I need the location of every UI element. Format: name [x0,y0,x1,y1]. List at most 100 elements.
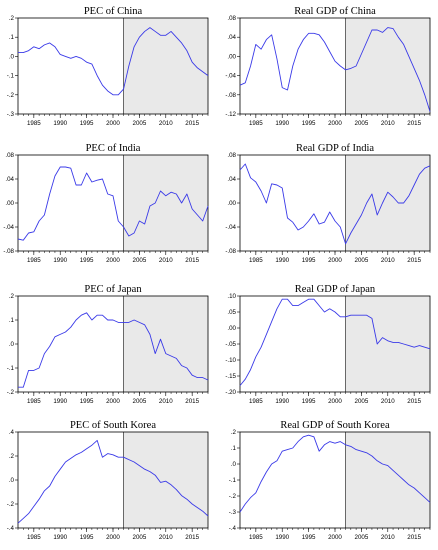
x-tick-label: 1995 [302,120,316,127]
y-tick-label: .08 [227,152,236,159]
x-tick-label: 1990 [53,398,67,405]
y-tick-label: .2 [9,453,15,460]
x-tick-label: 2015 [185,120,199,127]
x-tick-label: 1995 [80,398,94,405]
x-tick-label: 1985 [249,534,263,541]
y-tick-label: .0 [231,461,237,468]
y-tick-label: -.2 [7,501,15,508]
series-line [18,312,209,388]
y-tick-label: -.3 [7,111,15,118]
x-tick-label: 2010 [159,534,173,541]
x-tick-label: 1995 [80,257,94,264]
y-tick-label: .00 [227,325,236,332]
y-tick-label: .00 [227,200,236,207]
y-tick-label: .08 [5,152,14,159]
y-tick-label: .4 [9,429,15,436]
chart-title: Real GDP of China [294,6,376,17]
shaded-region [345,296,430,392]
x-tick-label: 1990 [53,257,67,264]
y-tick-label: .04 [227,176,236,183]
y-tick-label: .0 [9,477,15,484]
x-tick-label: 2010 [159,257,173,264]
x-tick-label: 2005 [133,120,147,127]
chart-title: PEC of South Korea [70,420,156,431]
x-tick-label: 2015 [407,120,421,127]
chart-panel-5: PEC of Japan .2 .1 .0 -.1 -.2 1985 1990 1995 2000… [7,284,209,405]
x-tick-label: 1985 [27,398,41,405]
y-tick-label: -.08 [225,248,236,255]
y-tick-label: .1 [9,317,15,324]
y-tick-label: .00 [5,200,14,207]
y-tick-label: .2 [9,15,15,22]
x-tick-label: 1990 [53,120,67,127]
x-tick-label: 2000 [106,398,120,405]
x-tick-label: 2005 [355,534,369,541]
chart-title: Real GDP of South Korea [280,420,390,431]
shaded-region [345,155,430,251]
y-tick-label: -.20 [225,389,236,396]
series-line [17,166,209,241]
x-tick-label: 2015 [407,257,421,264]
y-tick-label: .2 [9,293,15,300]
y-tick-label: -.15 [225,373,236,380]
x-tick-label: 2005 [133,257,147,264]
chart-panel-4: Real GDP of India .08 .04 .00 -.04 -.08 1985 19… [225,143,431,264]
x-tick-label: 1990 [275,120,289,127]
x-tick-label: 2000 [328,120,342,127]
series-line [239,163,431,245]
x-tick-label: 2000 [106,257,120,264]
series-line [18,27,209,96]
shaded-region [123,155,208,251]
y-tick-label: -.4 [7,525,15,532]
series-line [239,27,431,112]
x-tick-label: 2005 [133,398,147,405]
y-tick-label: .0 [9,341,15,348]
y-tick-label: -.1 [229,477,237,484]
x-tick-label: 1985 [249,120,263,127]
x-tick-label: 2000 [106,120,120,127]
x-tick-label: 1995 [302,257,316,264]
y-tick-label: .05 [227,309,236,316]
series-line [17,439,209,524]
x-tick-label: 2015 [185,534,199,541]
x-tick-label: 1990 [275,398,289,405]
x-tick-label: 2005 [133,534,147,541]
x-tick-label: 1985 [249,398,263,405]
y-tick-label: -.08 [225,92,236,99]
x-tick-label: 2015 [185,257,199,264]
x-tick-label: 2015 [407,534,421,541]
shaded-region [345,18,430,114]
y-tick-label: .04 [5,176,14,183]
shaded-region [123,296,208,392]
x-tick-label: 1985 [27,257,41,264]
y-tick-label: .08 [227,15,236,22]
x-tick-label: 1990 [275,257,289,264]
y-tick-label: -.3 [229,509,237,516]
x-tick-label: 1995 [80,534,94,541]
y-tick-label: -.10 [225,357,236,364]
y-tick-label: -.12 [225,111,236,118]
shaded-region [123,432,208,528]
y-tick-label: -.04 [3,224,14,231]
y-tick-label: -.2 [7,92,15,99]
x-tick-label: 2000 [328,257,342,264]
chart-title: Real GDP of Japan [295,284,376,295]
y-tick-label: .1 [9,34,15,41]
x-tick-label: 1990 [53,534,67,541]
chart-panel-8: Real GDP of South Korea .2 .1 .0 -.1 -.2 -.3 -.… [229,420,431,541]
x-tick-label: 1995 [302,398,316,405]
chart-panel-3: PEC of India .08 .04 .00 -.04 -.08 1985 1990 199… [3,143,209,264]
x-tick-label: 1985 [27,534,41,541]
x-tick-label: 2005 [355,120,369,127]
y-tick-label: .1 [231,445,237,452]
y-tick-label: .2 [231,429,237,436]
y-tick-label: -.08 [3,248,14,255]
y-tick-label: -.2 [7,389,15,396]
y-tick-label: -.04 [225,224,236,231]
chart-panel-7: PEC of South Korea .4 .2 .0 -.2 -.4 1985 1990 19… [7,420,209,541]
chart-title: PEC of China [84,6,143,17]
chart-panel-6: Real GDP of Japan .10 .05 .00 -.05 -.10 -.15 -.… [225,284,431,405]
y-tick-label: .00 [227,53,236,60]
y-tick-label: -.05 [225,341,236,348]
